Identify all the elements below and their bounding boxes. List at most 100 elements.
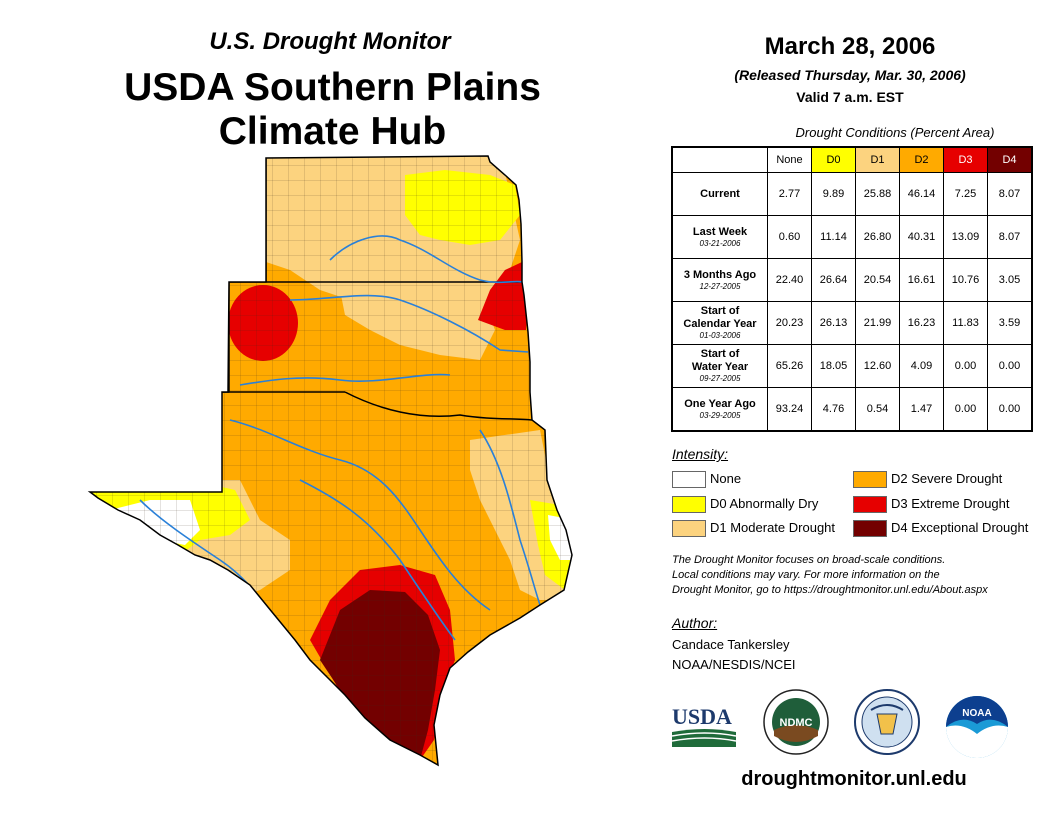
legend-swatch [853,496,887,513]
region-outline [87,155,573,767]
table-cell: 1.47 [899,387,944,432]
usda-logo: USDA [671,704,737,747]
author-org: NOAA/NESDIS/NCEI [672,657,796,672]
page-title: USDA Southern Plains Climate Hub [60,66,605,154]
river [289,294,529,353]
table-cell: 93.24 [767,387,812,432]
author-title: Author: [672,615,718,631]
table-cell: 16.61 [899,258,944,302]
table-cell: 3.05 [987,258,1033,302]
county-lines [90,156,572,765]
table-cell: 10.76 [943,258,988,302]
row-label: Start of Calendar Year 01-03-2006 [671,301,768,345]
table-cell: 40.31 [899,215,944,259]
author-name: Candace Tankersley [672,637,790,652]
drought-map [87,155,573,767]
svg-text:NOAA: NOAA [962,708,991,719]
col-header-d4: D4 [987,146,1033,173]
table-cell: 12.60 [855,344,900,388]
col-header-d1: D1 [855,146,900,173]
table-cell: 20.23 [767,301,812,345]
table-cell: 0.60 [767,215,812,259]
row-date: 03-29-2005 [699,410,741,420]
table-cell: 8.07 [987,215,1033,259]
row-label: Last Week 03-21-2006 [671,215,768,259]
row-label: One Year Ago 03-29-2005 [671,387,768,432]
table-cell: 18.05 [811,344,856,388]
table-cell: 13.09 [943,215,988,259]
table-caption: Drought Conditions (Percent Area) [795,125,995,140]
legend-item-d0: D0 Abnormally Dry [672,496,842,513]
table-row: Start of Calendar Year 01-03-2006 20.23 26… [671,301,1033,345]
table-row: 3 Months Ago 12-27-2005 22.40 26.64 20.54… [671,258,1033,302]
river [299,479,456,641]
supertitle: U.S. Drought Monitor [209,28,451,55]
row-date: 03-21-2006 [699,238,741,248]
row-label: Start of Water Year 09-27-2005 [671,344,768,388]
ndmc-logo: NDMC [763,689,829,755]
table-row: Last Week 03-21-2006 0.60 11.14 26.80 40.… [671,215,1033,259]
legend-swatch [853,520,887,537]
table-cell: 7.25 [943,172,988,216]
table-cell: 25.88 [855,172,900,216]
river [239,373,451,386]
table-header-row: None D0 D1 D2 D3 D4 [672,146,1033,173]
table-row: Start of Water Year 09-27-2005 65.26 18.05… [671,344,1033,388]
table-cell: 2.77 [767,172,812,216]
table-cell: 16.23 [899,301,944,345]
table-cell: 0.00 [943,387,988,432]
title-line-1: USDA Southern Plains [124,66,541,109]
legend-swatch [672,520,706,537]
map-date: March 28, 2006 [764,33,936,60]
legend-title: Intensity: [672,446,729,462]
row-date: 01-03-2006 [699,331,741,340]
table-cell: 4.09 [899,344,944,388]
table-cell: 26.80 [855,215,900,259]
col-header-d2: D2 [899,146,944,173]
table-cell: 26.13 [811,301,856,345]
svg-text:NDMC: NDMC [780,717,813,729]
legend-item-d3: D3 Extreme Drought [853,496,1043,513]
table-cell: 8.07 [987,172,1033,216]
table-cell: 46.14 [899,172,944,216]
legend-swatch [672,471,706,488]
title-line-2: Climate Hub [218,110,447,153]
col-header-d0: D0 [811,146,856,173]
table-cell: 0.00 [943,344,988,388]
doc-seal-logo [854,689,920,755]
noaa-logo: NOAA [946,696,1008,758]
row-label: 3 Months Ago 12-27-2005 [671,258,768,302]
table-cell: 26.64 [811,258,856,302]
table-cell: 11.83 [943,301,988,345]
table-row: Current 2.77 9.89 25.88 46.14 7.25 8.07 [671,172,1033,216]
website-link[interactable]: droughtmonitor.unl.edu [741,768,967,790]
table-cell: 22.40 [767,258,812,302]
legend-swatch [672,496,706,513]
valid-time: Valid 7 a.m. EST [796,89,904,105]
table-row: One Year Ago 03-29-2005 93.24 4.76 0.54 1… [671,387,1033,432]
col-header-none: None [767,146,812,173]
table-cell: 11.14 [811,215,856,259]
disclaimer-note: The Drought Monitor focuses on broad-sca… [672,554,988,596]
row-date: 12-27-2005 [699,281,741,291]
table-cell: 4.76 [811,387,856,432]
table-cell: 9.89 [811,172,856,216]
table-cell: 0.54 [855,387,900,432]
legend-swatch [853,471,887,488]
red-river-border [344,391,533,421]
release-date: (Released Thursday, Mar. 30, 2006) [734,67,966,83]
river [479,429,541,606]
table-cell: 20.54 [855,258,900,302]
legend-item-d2: D2 Severe Drought [853,471,1043,488]
legend-item-d4: D4 Exceptional Drought [853,520,1043,537]
svg-text:USDA: USDA [672,704,732,729]
table-cell: 21.99 [855,301,900,345]
river [229,419,491,611]
river [329,235,523,284]
table-cell: 0.00 [987,344,1033,388]
table-cell: 0.00 [987,387,1033,432]
col-header-d3: D3 [943,146,988,173]
table-cell: 65.26 [767,344,812,388]
row-date: 09-27-2005 [699,374,741,383]
drought-conditions-table: None D0 D1 D2 D3 D4 Current 2.77 9.89 25… [671,146,1033,432]
